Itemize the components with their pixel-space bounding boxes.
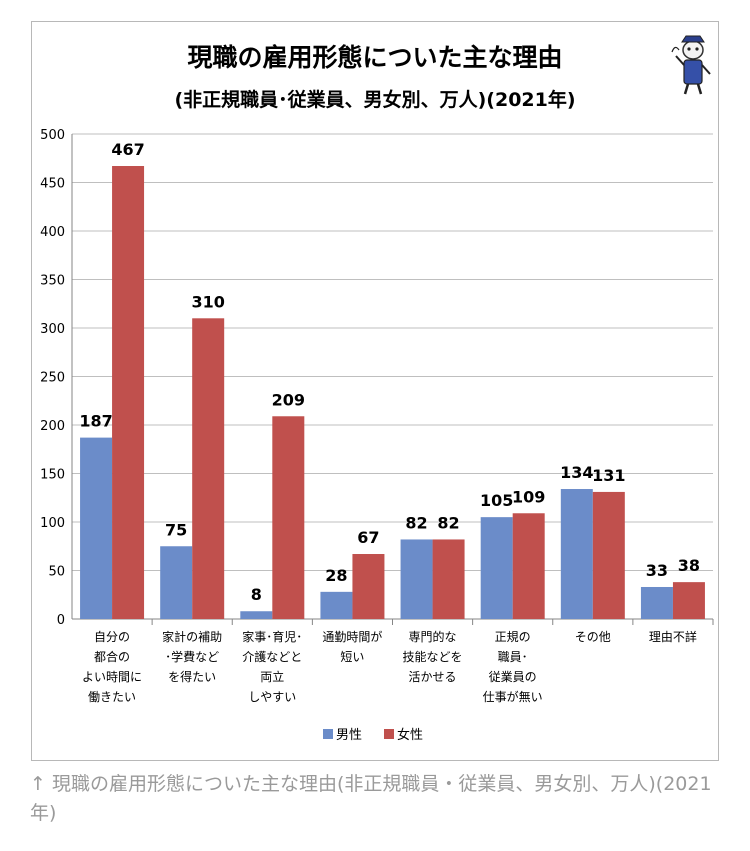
bar-value-label: 310 [191,292,224,311]
figure-caption: ↑ 現職の雇用形態についた主な理由(非正規職員・従業員、男女別、万人)(2021… [30,773,712,824]
x-category-label: しやすい [248,690,296,704]
x-category-label: 家事･育児･ [242,629,302,644]
x-category-label: 技能などを [403,650,463,664]
x-category-label: 都合の [94,649,130,664]
y-tick-label: 300 [40,322,65,337]
x-category-label: 短い [340,650,364,664]
x-category-label: 職員･ [498,650,528,664]
x-category-label: 従業員の [489,670,537,684]
bar-male [80,437,113,619]
bar-value-label: 131 [592,466,625,485]
y-tick-label: 450 [40,177,65,192]
bar-female [352,554,385,619]
legend-label-male: 男性 [336,728,362,743]
x-category-label: 両立 [260,669,284,684]
x-category-label: 理由不詳 [649,629,697,644]
legend-label-female: 女性 [397,727,423,743]
bar-female [112,166,145,619]
legend-swatch-female [384,729,394,739]
bar-female [512,513,545,619]
y-tick-label: 0 [57,613,65,628]
y-tick-label: 150 [40,468,65,483]
legend-swatch-male [323,729,333,739]
x-category-label: を得たい [168,669,216,684]
bar-value-label: 134 [560,463,593,482]
mascot-figure-icon [671,35,711,95]
bar-male [400,539,433,619]
bar-male [640,586,673,619]
bar-male [320,591,353,619]
x-category-label: ･学費など [165,649,219,664]
chart-figure: 現職の雇用形態についた主な理由 (非正規職員･従業員、男女別、万人)(2021年… [31,21,719,761]
bar-value-label: 467 [111,140,144,159]
y-tick-label: 400 [40,225,65,240]
x-category-label: 正規の [495,629,531,644]
bar-female [672,582,705,619]
bar-male [560,489,593,619]
bar-male [480,517,513,619]
chart-subtitle: (非正規職員･従業員、男女別、万人)(2021年) [174,88,575,111]
bar-female [592,491,625,619]
y-tick-label: 200 [40,419,65,434]
bar-value-label: 75 [165,520,187,539]
bar-value-label: 209 [272,390,305,409]
bar-value-label: 38 [678,556,700,575]
bar-value-label: 82 [405,513,427,532]
bar-value-label: 33 [646,561,668,580]
x-category-label: 専門的な [409,629,457,644]
x-category-label: 仕事が無い [483,689,543,704]
x-category-label: よい時間に [82,670,142,684]
bar-female [192,318,225,619]
bar-male [160,546,193,619]
chart-title: 現職の雇用形態についた主な理由 [187,43,562,72]
bar-value-label: 105 [480,491,513,510]
y-tick-label: 250 [40,371,65,386]
x-category-label: 自分の [94,630,130,644]
bar-female [432,539,465,619]
x-category-label: その他 [575,630,611,644]
chart-svg: 現職の雇用形態についた主な理由 (非正規職員･従業員、男女別、万人)(2021年… [32,22,718,760]
y-tick-label: 100 [40,516,65,531]
bar-value-label: 8 [251,585,262,604]
x-category-label: 通勤時間が [322,629,382,644]
bar-value-label: 187 [79,412,112,431]
x-category-label: 家計の補助 [162,629,222,644]
bar-female [272,416,305,619]
bar-value-label: 28 [325,566,347,585]
bar-value-label: 67 [357,528,379,547]
bar-male [240,611,273,619]
bar-value-label: 109 [512,487,545,506]
y-tick-label: 50 [48,565,65,580]
y-tick-label: 350 [40,274,65,289]
x-category-label: 介護などと [242,649,302,664]
bar-value-label: 82 [437,513,459,532]
x-category-label: 働きたい [88,690,136,704]
y-tick-label: 500 [40,128,65,143]
x-category-label: 活かせる [409,670,457,684]
